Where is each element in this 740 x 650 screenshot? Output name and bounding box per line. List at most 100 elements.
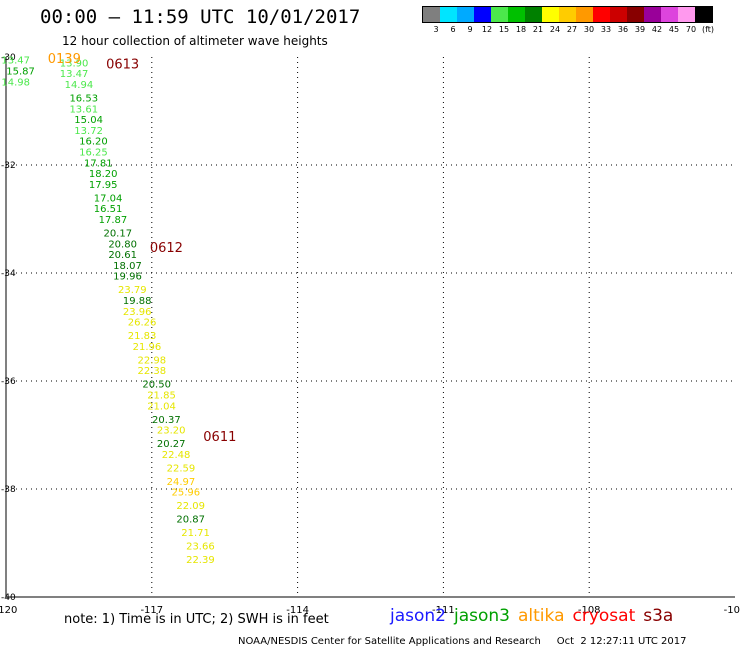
wave-height-label: 20.27 — [157, 439, 186, 450]
satellite-legend: jason2 jason3 altika cryosat s3a — [390, 606, 681, 626]
color-scale-label: 27 — [566, 25, 578, 34]
wave-height-label: 20.87 — [176, 515, 205, 526]
x-tick-label: -117 — [140, 605, 163, 616]
wave-height-label: 17.95 — [89, 180, 118, 191]
color-scale-label: 30 — [583, 25, 595, 34]
color-scale-label: 45 — [668, 25, 680, 34]
wave-height-label: 20.50 — [142, 380, 171, 391]
wave-height-label: 23.20 — [157, 426, 186, 437]
pass-time-label: 0613 — [106, 57, 139, 72]
x-tick-label: -108 — [578, 605, 601, 616]
color-scale-swatches — [422, 6, 713, 23]
pass-time-label: 0139 — [48, 52, 81, 67]
wave-height-label: 19.96 — [113, 272, 142, 283]
wave-height-label: 21.71 — [181, 528, 210, 539]
color-swatch — [423, 7, 440, 22]
wave-height-label: 22.38 — [137, 366, 166, 377]
wave-height-label: 20.61 — [108, 250, 137, 261]
wave-height-label: 13.72 — [74, 126, 103, 137]
color-scale-label: 15 — [498, 25, 510, 34]
wave-height-label: 22.98 — [137, 355, 166, 366]
pass-time-label: 0612 — [150, 241, 183, 256]
color-swatch — [542, 7, 559, 22]
x-tick-label: -120 — [0, 605, 17, 616]
satellite-legend-item: cryosat — [572, 606, 636, 626]
wave-height-label: 15.04 — [74, 115, 103, 126]
wave-height-label: 16.51 — [94, 204, 123, 215]
wave-height-label: 22.48 — [162, 450, 191, 461]
wave-height-label: 24.97 — [167, 477, 196, 488]
color-swatch — [508, 7, 525, 22]
color-scale-label: 36 — [617, 25, 629, 34]
color-scale-label: 6 — [450, 25, 456, 34]
color-scale-label: 21 — [532, 25, 544, 34]
color-swatch — [474, 7, 491, 22]
wave-height-label: 14.94 — [65, 80, 94, 91]
wave-height-label: 17.81 — [84, 158, 113, 169]
footer-credit: NOAA/NESDIS Center for Satellite Applica… — [238, 636, 687, 647]
color-scale-label: 42 — [651, 25, 663, 34]
wave-height-label: 20.37 — [152, 415, 181, 426]
wave-height-label: 17.04 — [94, 193, 123, 204]
wave-height-label: 22.09 — [176, 501, 205, 512]
wave-height-label: 21.83 — [128, 331, 157, 342]
color-swatch — [610, 7, 627, 22]
wave-height-label: 20.80 — [108, 239, 137, 250]
color-scale-label: 3 — [433, 25, 439, 34]
wave-height-label: 13.61 — [69, 104, 98, 115]
wave-height-label: 13.90 — [60, 58, 89, 69]
color-scale-label: 39 — [634, 25, 646, 34]
wave-height-label: 18.07 — [113, 261, 142, 272]
wave-height-label: 20.17 — [103, 229, 132, 240]
x-tick-label: -111 — [432, 605, 455, 616]
y-tick-label: -32 — [1, 161, 16, 171]
color-scale-labels: 3 6 9 12 15 18 21 24 27 30 33 36 39 42 45 70 (ft) — [422, 23, 715, 35]
color-scale-label: 12 — [481, 25, 493, 34]
color-swatch — [576, 7, 593, 22]
color-scale-label: 70 — [685, 25, 697, 34]
wave-height-label: 17.87 — [99, 215, 128, 226]
wave-height-label: 23.96 — [123, 307, 152, 318]
color-scale-label: (ft) — [701, 25, 715, 34]
satellite-legend-item: altika — [518, 606, 565, 626]
wave-height-label: 23.79 — [118, 285, 147, 296]
wave-height-label: 15.87 — [6, 67, 35, 78]
satellite-legend-item: s3a — [643, 606, 674, 626]
color-swatch — [593, 7, 610, 22]
color-swatch — [559, 7, 576, 22]
wave-height-label: 13.47 — [60, 69, 89, 80]
wave-height-label: 22.39 — [186, 555, 215, 566]
wave-height-label: 18.20 — [89, 169, 118, 180]
units-note: note: 1) Time is in UTC; 2) SWH is in fe… — [64, 612, 329, 627]
color-swatch — [695, 7, 712, 22]
x-tick-label: -105 — [724, 605, 740, 616]
color-swatch — [661, 7, 678, 22]
wave-height-label: 21.96 — [133, 342, 162, 353]
page-subtitle: 12 hour collection of altimeter wave hei… — [62, 34, 328, 48]
color-scale-label: 9 — [467, 25, 473, 34]
color-swatch — [525, 7, 542, 22]
wave-height-label: 19.88 — [123, 296, 152, 307]
wave-height-label: 26.26 — [128, 318, 157, 329]
wave-height-label: 16.20 — [79, 137, 108, 148]
color-swatch — [440, 7, 457, 22]
wave-height-label: 21.85 — [147, 391, 176, 402]
wave-height-label: 14.98 — [1, 77, 30, 88]
wave-height-label: 13.47 — [1, 56, 30, 67]
color-swatch — [457, 7, 474, 22]
color-scale-label: 24 — [549, 25, 561, 34]
wave-height-label: 16.25 — [79, 148, 108, 159]
wave-height-label: 22.59 — [167, 463, 196, 474]
wave-height-label: 16.53 — [69, 94, 98, 105]
pass-time-label: 0611 — [203, 430, 236, 445]
color-scale-label: 33 — [600, 25, 612, 34]
wave-height-label: 21.04 — [147, 401, 176, 412]
color-swatch — [644, 7, 661, 22]
y-tick-label: -38 — [1, 485, 16, 495]
y-tick-label: -30 — [1, 53, 16, 63]
wave-height-label: 23.66 — [186, 542, 215, 553]
y-tick-label: -34 — [1, 269, 16, 279]
wave-height-label: 25.96 — [171, 488, 200, 499]
satellite-legend-item: jason3 — [454, 606, 510, 626]
